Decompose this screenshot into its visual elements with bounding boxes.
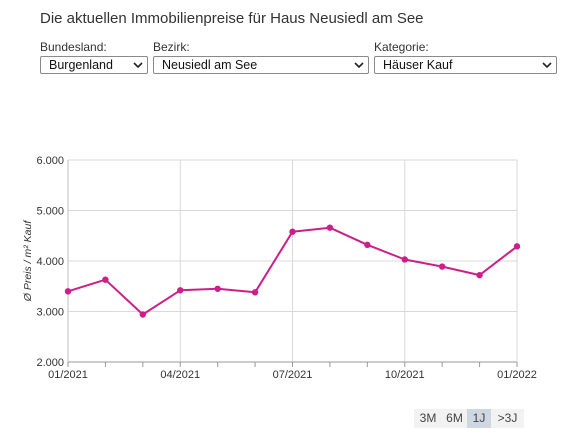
x-tick-label: 10/2021 <box>385 369 425 381</box>
bundesland-select[interactable]: Burgenland <box>40 56 148 74</box>
x-tick-label: 01/2021 <box>48 369 88 381</box>
range-button-1j[interactable]: 1J <box>467 409 491 428</box>
data-point <box>476 271 483 279</box>
chevron-down-icon <box>133 62 143 69</box>
data-point <box>401 256 408 263</box>
data-point <box>513 243 521 250</box>
bezirk-label: Bezirk: <box>153 40 190 54</box>
y-tick-label: 2.000 <box>36 357 64 369</box>
data-point <box>326 224 334 231</box>
y-tick-label: 3.000 <box>36 307 64 319</box>
kategorie-select[interactable]: Häuser Kauf <box>374 56 557 74</box>
data-point <box>364 241 371 249</box>
range-button-6m[interactable]: 6M <box>442 409 467 428</box>
bundesland-value: Burgenland <box>49 58 113 72</box>
range-button-3j[interactable]: >3J <box>491 409 524 428</box>
data-point <box>139 311 147 318</box>
bezirk-value: Neusiedl am See <box>162 58 258 72</box>
kategorie-label: Kategorie: <box>374 40 429 54</box>
y-tick-label: 6.000 <box>36 155 64 167</box>
data-point <box>289 228 296 235</box>
data-point <box>102 276 109 283</box>
y-tick-label: 5.000 <box>36 206 64 218</box>
y-tick-label: 4.000 <box>36 256 64 268</box>
range-button-3m[interactable]: 3M <box>414 409 442 428</box>
data-point <box>251 289 259 296</box>
data-point <box>438 263 446 270</box>
page-title: Die aktuellen Immobilienpreise für Haus … <box>40 10 424 27</box>
data-point <box>214 285 221 292</box>
data-point <box>64 288 72 295</box>
x-tick-label: 01/2022 <box>497 369 537 381</box>
range-selector: 3M 6M 1J >3J <box>414 409 524 428</box>
y-axis-label: Ø Preis / m² Kauf <box>22 220 34 303</box>
x-tick-label: 07/2021 <box>273 369 313 381</box>
bundesland-label: Bundesland: <box>40 40 107 54</box>
bezirk-select[interactable]: Neusiedl am See <box>153 56 369 74</box>
x-tick-label: 04/2021 <box>160 369 200 381</box>
kategorie-value: Häuser Kauf <box>383 58 453 72</box>
data-point <box>177 287 184 294</box>
chevron-down-icon <box>354 62 364 69</box>
chevron-down-icon <box>542 62 552 69</box>
